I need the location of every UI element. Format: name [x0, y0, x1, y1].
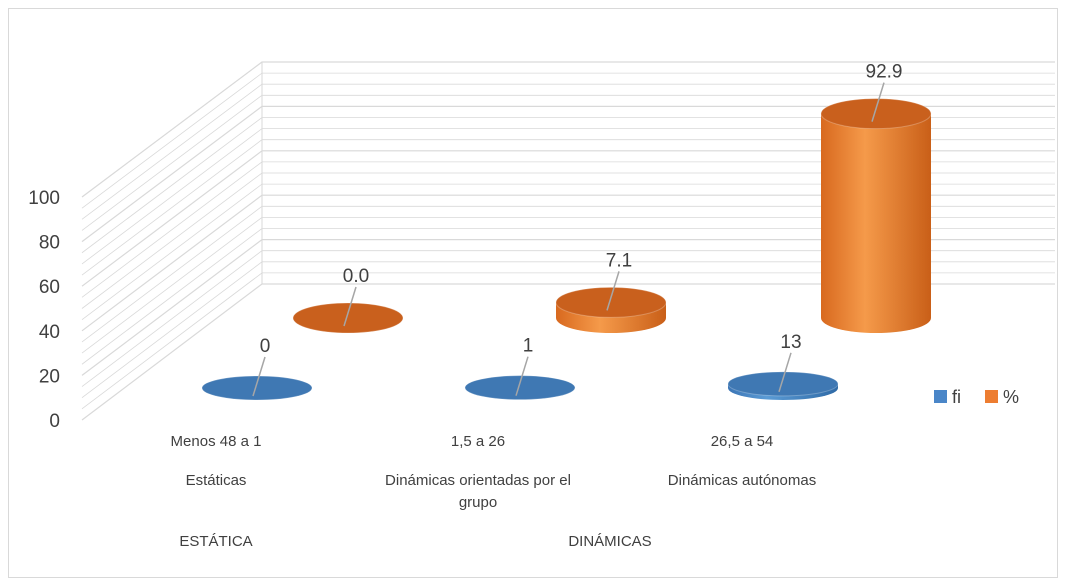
- data-label: 0: [260, 336, 271, 357]
- gridlines: [81, 61, 1055, 421]
- data-labels: 0.0 7.1 92.9 0 1 13: [252, 62, 903, 397]
- legend-label-1: %: [1003, 387, 1019, 407]
- y-tick-label: 60: [39, 277, 60, 298]
- bar-pct-0: [292, 302, 404, 334]
- y-tick-label: 100: [28, 188, 60, 209]
- y-tick-label: 40: [39, 322, 60, 343]
- category-label-l2: Dinámicas autónomas: [668, 472, 816, 489]
- leader-line: [343, 286, 357, 327]
- category-label-l1: Menos 48 a 1: [171, 433, 262, 450]
- bar-fi-2: [727, 371, 839, 400]
- y-axis: 0 20 40 60 80 100: [28, 188, 60, 432]
- legend-swatch-1: [985, 390, 998, 403]
- y-tick-label: 0: [49, 411, 60, 432]
- data-label: 7.1: [606, 250, 632, 271]
- leader-line: [778, 352, 792, 393]
- y-tick-label: 20: [39, 366, 60, 387]
- y-tick-label: 80: [39, 233, 60, 254]
- data-label: 0.0: [343, 266, 369, 287]
- category-label-l1: 26,5 a 54: [711, 433, 774, 450]
- category-label-l2: Estáticas: [186, 472, 247, 489]
- bar-top: [464, 375, 576, 401]
- leader-line: [252, 356, 266, 397]
- leader-line: [515, 356, 529, 396]
- category-label-l1: 1,5 a 26: [451, 433, 505, 450]
- bar-top: [727, 371, 839, 397]
- category-label-l3: DINÁMICAS: [568, 533, 651, 550]
- bar-pct-2: [820, 98, 932, 334]
- category-labels: Menos 48 a 1 1,5 a 26 26,5 a 54 Estáticas Di…: [171, 433, 817, 550]
- bar-fi-1: [464, 375, 576, 401]
- bar-top: [820, 98, 932, 130]
- bar-fi-0: [201, 375, 313, 401]
- legend-swatch-0: [934, 390, 947, 403]
- legend: fi%: [934, 387, 1019, 407]
- bar-top: [292, 302, 404, 334]
- bar-top: [201, 375, 313, 401]
- data-label: 13: [780, 332, 801, 353]
- data-label: 1: [523, 336, 534, 357]
- bars: [201, 98, 932, 401]
- leader-line: [871, 82, 885, 122]
- category-label-l2: Dinámicas orientadas por el grupo: [385, 472, 571, 511]
- category-label-l3: ESTÁTICA: [179, 533, 252, 550]
- bar-top: [555, 286, 667, 318]
- bar-pct-1: [555, 286, 667, 333]
- leader-line: [606, 271, 620, 311]
- legend-label-0: fi: [952, 387, 961, 407]
- data-label: 92.9: [866, 62, 903, 83]
- bar-body: [821, 113, 931, 334]
